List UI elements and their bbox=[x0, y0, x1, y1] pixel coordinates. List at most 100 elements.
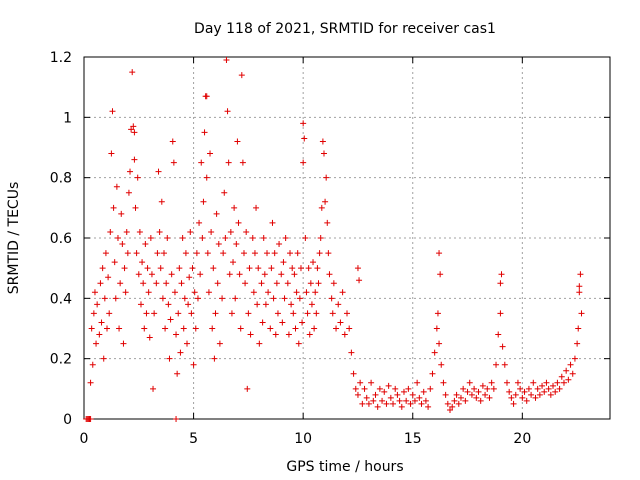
data-point bbox=[577, 271, 584, 278]
data-point bbox=[106, 310, 113, 317]
data-point bbox=[170, 159, 177, 166]
data-point bbox=[414, 379, 421, 386]
data-point bbox=[457, 394, 464, 401]
data-points bbox=[83, 57, 585, 422]
x-tick-label: 0 bbox=[80, 431, 89, 447]
data-point bbox=[90, 310, 97, 317]
data-point bbox=[490, 385, 497, 392]
data-point bbox=[238, 72, 245, 79]
data-point bbox=[215, 241, 222, 248]
data-point bbox=[244, 385, 251, 392]
data-point bbox=[208, 228, 215, 235]
data-point bbox=[177, 349, 184, 356]
data-point bbox=[101, 295, 108, 302]
data-point bbox=[289, 265, 296, 272]
data-point bbox=[503, 379, 510, 386]
data-point bbox=[197, 271, 204, 278]
data-point bbox=[207, 150, 214, 157]
data-point bbox=[121, 265, 128, 272]
data-point bbox=[261, 271, 268, 278]
data-point bbox=[523, 397, 530, 404]
data-point bbox=[291, 271, 298, 278]
data-point bbox=[180, 325, 187, 332]
data-point bbox=[333, 325, 340, 332]
data-point bbox=[302, 235, 309, 241]
data-point bbox=[560, 379, 567, 386]
data-point bbox=[403, 397, 410, 404]
data-point bbox=[111, 259, 118, 266]
data-point bbox=[521, 388, 528, 395]
x-tick-label: 5 bbox=[189, 431, 198, 447]
data-point bbox=[497, 280, 504, 287]
data-point bbox=[409, 391, 416, 398]
data-point bbox=[323, 174, 330, 181]
data-point bbox=[182, 250, 189, 257]
data-point bbox=[147, 235, 154, 241]
data-point bbox=[203, 174, 210, 181]
data-point bbox=[392, 385, 399, 392]
data-point bbox=[243, 228, 250, 235]
data-point bbox=[471, 385, 478, 392]
data-point bbox=[94, 301, 101, 308]
data-point bbox=[227, 228, 234, 235]
data-point bbox=[235, 219, 242, 226]
data-point bbox=[383, 400, 390, 407]
data-point bbox=[239, 159, 246, 166]
data-point bbox=[436, 250, 443, 257]
data-point bbox=[304, 310, 311, 317]
data-point bbox=[354, 265, 361, 272]
data-point bbox=[532, 394, 539, 401]
data-point bbox=[550, 382, 557, 389]
data-point bbox=[418, 400, 425, 407]
data-point bbox=[160, 250, 167, 257]
data-point bbox=[416, 394, 423, 401]
data-point bbox=[530, 379, 537, 386]
data-point bbox=[213, 210, 220, 217]
data-point bbox=[578, 310, 585, 317]
data-point bbox=[169, 138, 176, 145]
data-point bbox=[253, 204, 260, 211]
data-point bbox=[501, 361, 508, 368]
data-point bbox=[89, 361, 96, 368]
data-point bbox=[322, 198, 329, 205]
data-point bbox=[186, 274, 193, 281]
data-point bbox=[276, 241, 283, 248]
data-point bbox=[163, 280, 170, 287]
data-point bbox=[247, 331, 254, 338]
data-point bbox=[506, 388, 513, 395]
data-point bbox=[113, 183, 120, 190]
data-point bbox=[320, 150, 327, 157]
data-point bbox=[173, 416, 180, 422]
data-point bbox=[260, 235, 267, 241]
data-point bbox=[575, 325, 582, 332]
data-point bbox=[236, 271, 243, 278]
data-point bbox=[294, 250, 301, 257]
data-point bbox=[219, 295, 226, 302]
data-point bbox=[292, 325, 299, 332]
data-point bbox=[189, 265, 196, 272]
data-point bbox=[232, 295, 239, 302]
x-tick-label: 20 bbox=[513, 431, 531, 447]
data-point bbox=[473, 394, 480, 401]
data-point bbox=[159, 295, 166, 302]
data-point bbox=[460, 385, 467, 392]
data-point bbox=[188, 310, 195, 317]
data-point bbox=[146, 334, 153, 341]
data-point bbox=[422, 397, 429, 404]
data-point bbox=[396, 397, 403, 404]
data-point bbox=[462, 397, 469, 404]
data-point bbox=[310, 259, 317, 266]
y-tick-label: 0.2 bbox=[50, 352, 72, 368]
plot-frame bbox=[83, 56, 611, 420]
data-point bbox=[288, 301, 295, 308]
data-point bbox=[444, 400, 451, 407]
data-point bbox=[255, 265, 262, 272]
data-point bbox=[234, 138, 241, 145]
data-point bbox=[285, 331, 292, 338]
data-point bbox=[108, 150, 115, 157]
data-point bbox=[114, 235, 121, 241]
data-point bbox=[109, 108, 116, 115]
data-point bbox=[96, 331, 103, 338]
data-point bbox=[214, 280, 221, 287]
data-point bbox=[200, 198, 207, 205]
